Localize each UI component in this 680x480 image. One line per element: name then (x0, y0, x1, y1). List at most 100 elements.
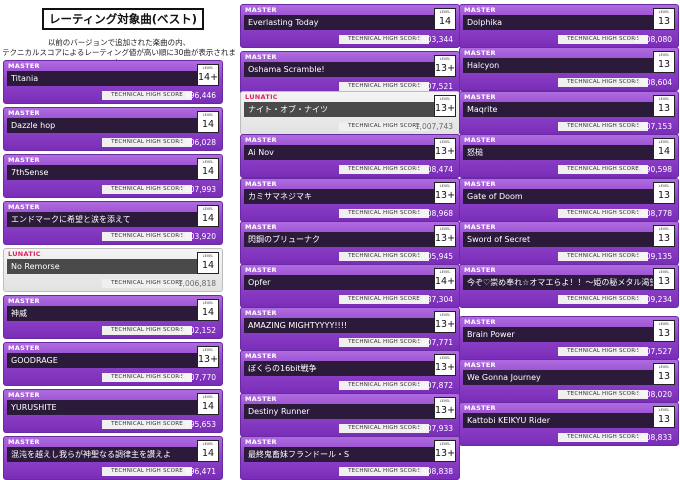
song-card[interactable]: MASTER 混沌を越えし我らが神聖なる調律主を讃えよ LEVEL 14 TECHNIC… (3, 436, 223, 480)
difficulty-label: MASTER (464, 49, 496, 57)
level-value: 14 (201, 448, 215, 459)
difficulty-label: MASTER (464, 136, 496, 144)
level-value: 13 (657, 371, 671, 382)
song-card[interactable]: MASTER Everlasting Today LEVEL 14 TECHNICAL … (240, 4, 460, 48)
technical-high-score-label: TECHNICAL HIGH SCORE (339, 122, 429, 131)
level-box: LEVEL 13+ (434, 397, 456, 419)
song-card[interactable]: MASTER AMAZING MIGHTYYYY!!!! LEVEL 13+ TECHN… (240, 307, 460, 351)
level-value: 13+ (435, 63, 456, 74)
song-card[interactable]: MASTER ぼくらの16bit戦争 LEVEL 13+ TECHNICAL HIGH … (240, 350, 460, 394)
song-card[interactable]: LUNATIC No Remorse LEVEL 14 TECHNICAL HIGH S… (3, 248, 223, 292)
song-card[interactable]: MASTER GOODRAGE LEVEL 13+ TECHNICAL HIGH SCO… (3, 342, 223, 386)
level-value: 14 (201, 260, 215, 271)
level-label: LEVEL (202, 66, 214, 70)
song-card[interactable]: MASTER Gate of Doom LEVEL 13 TECHNICAL HIGH … (459, 178, 679, 222)
song-card[interactable]: MASTER Halcyon LEVEL 13 TECHNICAL HIGH SCORE… (459, 47, 679, 91)
technical-high-score-label: TECHNICAL HIGH SCORE (558, 390, 648, 399)
difficulty-label: MASTER (245, 438, 277, 446)
level-box: LEVEL 13+ (434, 225, 456, 247)
technical-high-score-value: 1,007,521 (414, 82, 453, 91)
level-value: 13 (657, 16, 671, 27)
song-title: ナイト・オブ・ナイツ (244, 102, 439, 117)
technical-high-score-value: 1,006,818 (177, 279, 216, 288)
song-card[interactable]: MASTER 怒槌 LEVEL 14 TECHNICAL HIGH SCORE 990,5… (459, 134, 679, 178)
level-box: LEVEL 14 (434, 8, 456, 30)
song-card[interactable]: MASTER Dazzle hop LEVEL 14 TECHNICAL HIGH SC… (3, 107, 223, 151)
level-box: LEVEL 14 (653, 138, 675, 160)
level-label: LEVEL (202, 301, 214, 305)
song-card[interactable]: MASTER Destiny Runner LEVEL 13+ TECHNICAL HI… (240, 393, 460, 437)
technical-high-score-value: 1,008,833 (633, 433, 672, 442)
song-card[interactable]: MASTER 7thSense LEVEL 14 TECHNICAL HIGH SCOR… (3, 154, 223, 198)
level-label: LEVEL (439, 270, 451, 274)
song-card[interactable]: MASTER Opfer LEVEL 14+ TECHNICAL HIGH SCORE 9… (240, 264, 460, 308)
level-label: LEVEL (658, 365, 670, 369)
song-title: エンドマークに希望と涙を添えて (7, 212, 202, 227)
song-card[interactable]: MASTER 最終鬼畜妹フランドール・S LEVEL 13+ TECHNICAL HIG… (240, 436, 460, 480)
technical-high-score-value: 1,008,604 (633, 78, 672, 87)
technical-high-score-value: 1,009,234 (633, 295, 672, 304)
difficulty-label: MASTER (8, 391, 40, 399)
difficulty-label: MASTER (8, 297, 40, 305)
level-value: 13+ (435, 405, 456, 416)
difficulty-label: MASTER (245, 136, 277, 144)
level-value: 13+ (435, 103, 456, 114)
difficulty-label: MASTER (464, 361, 496, 369)
technical-high-score-label: TECHNICAL HIGH SCORE (558, 122, 648, 131)
song-card[interactable]: MASTER Ai Nov LEVEL 13+ TECHNICAL HIGH SCORE… (240, 134, 460, 178)
song-card[interactable]: MASTER カミサマネジマキ LEVEL 13+ TECHNICAL HIGH SCO… (240, 178, 460, 222)
technical-high-score-value: 1,008,080 (633, 35, 672, 44)
level-value: 13+ (435, 362, 456, 373)
song-card[interactable]: MASTER 今ぞ♡崇め奉れ☆オマエらよ！！～姫の秘メタル渇望～ LEVEL 13 TE… (459, 264, 679, 308)
level-value: 13+ (435, 190, 456, 201)
song-card[interactable]: MASTER Kattobi KEIKYU Rider LEVEL 13 TECHNIC… (459, 402, 679, 446)
song-title: Everlasting Today (244, 15, 439, 30)
difficulty-label: MASTER (245, 180, 277, 188)
level-value: 14 (438, 16, 452, 27)
song-card[interactable]: MASTER 神威 LEVEL 14 TECHNICAL HIGH SCORE 1,002… (3, 295, 223, 339)
level-value: 13+ (435, 319, 456, 330)
song-card[interactable]: LUNATIC ナイト・オブ・ナイツ LEVEL 13+ TECHNICAL HIGH … (240, 91, 460, 135)
technical-high-score-value: 1,008,020 (633, 390, 672, 399)
technical-high-score-value: 1,002,152 (177, 326, 216, 335)
level-box: LEVEL 13+ (434, 138, 456, 160)
level-box: LEVEL 13+ (434, 311, 456, 333)
level-box: LEVEL 13 (653, 182, 675, 204)
song-title: Titania (7, 71, 202, 86)
technical-high-score-value: 1,007,743 (414, 122, 453, 131)
song-card[interactable]: MASTER Dolphika LEVEL 13 TECHNICAL HIGH SCOR… (459, 4, 679, 48)
song-title: 7thSense (7, 165, 202, 180)
level-label: LEVEL (658, 97, 670, 101)
level-label: LEVEL (439, 97, 451, 101)
technical-high-score-label: TECHNICAL HIGH SCORE (339, 165, 429, 174)
song-card[interactable]: MASTER エンドマークに希望と涙を添えて LEVEL 14 TECHNICAL HI… (3, 201, 223, 245)
level-box: LEVEL 14 (197, 205, 219, 227)
level-label: LEVEL (202, 348, 214, 352)
difficulty-label: MASTER (245, 309, 277, 317)
song-card[interactable]: MASTER We Gonna Journey LEVEL 13 TECHNICAL H… (459, 359, 679, 403)
difficulty-label: MASTER (464, 6, 496, 14)
song-title: 怒槌 (463, 145, 658, 160)
level-box: LEVEL 13 (653, 406, 675, 428)
song-title: 混沌を越えし我らが神聖なる調律主を讃えよ (7, 447, 202, 462)
song-card[interactable]: MASTER Titania LEVEL 14+ TECHNICAL HIGH SCOR… (3, 60, 223, 104)
level-label: LEVEL (439, 184, 451, 188)
song-card[interactable]: MASTER Oshama Scramble! LEVEL 13+ TECHNICAL … (240, 51, 460, 95)
song-card[interactable]: MASTER Sword of Secret LEVEL 13 TECHNICAL HI… (459, 221, 679, 265)
level-box: LEVEL 14+ (434, 268, 456, 290)
technical-high-score-value: 1,009,135 (633, 252, 672, 261)
song-title: 今ぞ♡崇め奉れ☆オマエらよ！！～姫の秘メタル渇望～ (463, 275, 658, 290)
song-card[interactable]: MASTER 閃鋼のブリューナク LEVEL 13+ TECHNICAL HIGH SC… (240, 221, 460, 265)
difficulty-label: MASTER (8, 109, 40, 117)
song-title: Kattobi KEIKYU Rider (463, 413, 658, 428)
song-card[interactable]: MASTER Brain Power LEVEL 13 TECHNICAL HIGH S… (459, 316, 679, 360)
level-label: LEVEL (439, 442, 451, 446)
song-title: Halcyon (463, 58, 658, 73)
level-box: LEVEL 13 (653, 95, 675, 117)
song-card[interactable]: MASTER YURUSHITE LEVEL 14 TECHNICAL HIGH SCO… (3, 389, 223, 433)
song-card[interactable]: MASTER Maqrite LEVEL 13 TECHNICAL HIGH SCORE… (459, 91, 679, 135)
level-value: 14 (201, 401, 215, 412)
level-box: LEVEL 13+ (434, 354, 456, 376)
technical-high-score-value: 1,007,770 (177, 373, 216, 382)
level-box: LEVEL 14 (197, 299, 219, 321)
